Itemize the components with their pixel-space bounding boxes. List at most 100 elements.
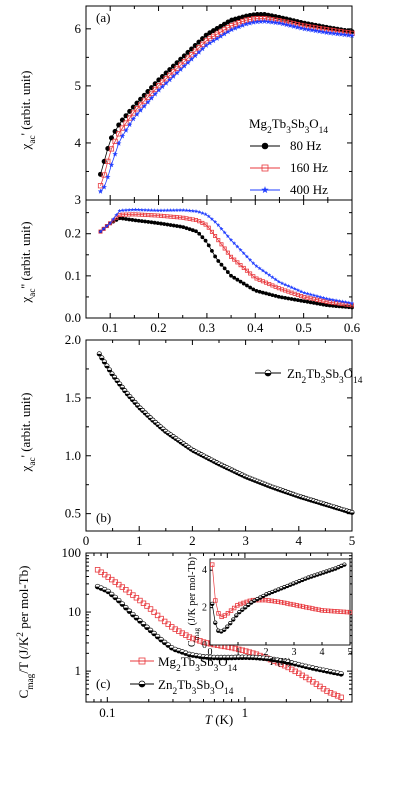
inset-x-axis-label: T (K) (269, 657, 291, 668)
y-tick-label: 0.0 (65, 310, 81, 325)
inset-data-point-red (303, 605, 309, 610)
data-point-red (251, 274, 256, 279)
data-point-blue (97, 188, 104, 194)
data-point-red (334, 693, 341, 699)
legend-b-marker-fill (265, 373, 271, 376)
data-point-black (311, 301, 316, 305)
data-point-red (158, 615, 164, 622)
x-tick-label: 5 (349, 533, 356, 548)
data-point-blue (235, 244, 240, 249)
inset-data-point-red (225, 611, 231, 616)
data-point-blue (108, 161, 115, 168)
x-tick-label: 2 (189, 533, 196, 548)
data-point-blue (244, 254, 250, 259)
x-tick-label: 0.1 (102, 320, 118, 335)
y-tick-label: 5 (75, 78, 82, 93)
inset-data-point-black-fill (306, 577, 311, 580)
x-tick-label: 0 (83, 533, 90, 548)
data-point-blue (181, 207, 186, 213)
inset-data-point-black-fill (318, 573, 323, 576)
data-point-blue (289, 285, 294, 290)
inset-data-point-black-fill (261, 595, 266, 598)
data-point-black (117, 216, 122, 221)
data-point-blue (199, 45, 206, 52)
data-point-blue (214, 35, 220, 41)
legend-c-label-mg: Mg2Tb3Sb3O14 (158, 654, 237, 674)
inset-data-point-red (222, 613, 227, 618)
data-point-black (133, 218, 138, 223)
data-point-blue (142, 207, 148, 212)
data-point-black (321, 302, 326, 307)
inset-data-point-black-fill (270, 591, 275, 594)
inset-y-tick-label: 4 (202, 565, 207, 576)
data-point-black (184, 226, 189, 231)
y-tick-label: 1.5 (65, 390, 81, 405)
data-point-red (235, 260, 240, 265)
inset-data-point-black-fill (291, 583, 296, 586)
data-point-black (280, 295, 284, 300)
data-point-blue (343, 299, 348, 305)
inset-data-point-red (347, 610, 353, 615)
inset-data-point-red (335, 609, 340, 614)
x-tick-label: 0.5 (296, 320, 312, 335)
data-point-black (302, 299, 307, 304)
data-point-black (251, 287, 256, 292)
data-point-red (248, 271, 253, 276)
data-point-red (101, 172, 107, 178)
data-point-blue (184, 208, 189, 213)
data-point-blue (163, 80, 169, 86)
data-point-blue (177, 207, 183, 213)
data-point-black (292, 297, 297, 302)
data-point-blue (104, 174, 111, 180)
data-point-black (152, 220, 157, 225)
data-point-blue (276, 20, 282, 26)
data-point-blue (302, 290, 307, 295)
inset-data-point-black-fill (228, 623, 233, 625)
inset-data-point-black-fill (303, 578, 308, 581)
data-point-black (197, 231, 202, 236)
data-point-black (308, 300, 313, 305)
data-point-red (216, 238, 221, 243)
data-point-black (213, 254, 218, 259)
data-point-black (286, 296, 291, 301)
x-tick-label: 1 (136, 533, 143, 548)
data-point-blue (107, 220, 113, 226)
data-point-blue (101, 184, 108, 190)
data-point-blue (273, 277, 278, 282)
data-point-blue (265, 18, 272, 25)
inset-data-point-black-fill (282, 587, 287, 589)
inset-data-point-black-fill (288, 584, 293, 587)
data-point-blue (309, 27, 315, 33)
inset-data-point-red (344, 609, 350, 615)
data-point-blue (232, 25, 239, 31)
data-point-blue (341, 31, 348, 38)
inset-data-point-black-fill (336, 567, 341, 570)
data-point-red (97, 183, 104, 189)
inset-data-point-black-fill (273, 590, 278, 593)
inset-data-point-black-fill (333, 568, 338, 571)
data-point-black (130, 218, 135, 222)
data-point-blue (200, 210, 205, 216)
data-point-blue (228, 237, 234, 242)
data-point-blue (152, 91, 159, 97)
data-point-black (324, 303, 329, 308)
a-bottom-y-axis-label: χac'' (arbit. unit) (18, 221, 38, 303)
data-point-red (232, 645, 238, 652)
data-point-black (267, 292, 272, 297)
data-point-blue (349, 300, 355, 306)
data-point-blue (282, 282, 288, 287)
data-point-blue (174, 207, 180, 213)
data-point-black (178, 224, 182, 229)
y-tick-label: 0.2 (65, 226, 81, 241)
data-point-blue (316, 28, 323, 34)
data-point-red (246, 649, 253, 655)
data-point-red (123, 120, 129, 126)
data-point-black (124, 217, 128, 221)
data-point-blue (276, 279, 281, 284)
data-point-black (257, 289, 262, 294)
inset-y-axis-label: Cmag (J/K per mol-Tb) (187, 557, 201, 647)
data-point-red (114, 215, 119, 220)
data-point-blue (196, 49, 202, 55)
data-point-blue (165, 208, 170, 213)
legend-a-item: 80 Hz (290, 138, 322, 153)
